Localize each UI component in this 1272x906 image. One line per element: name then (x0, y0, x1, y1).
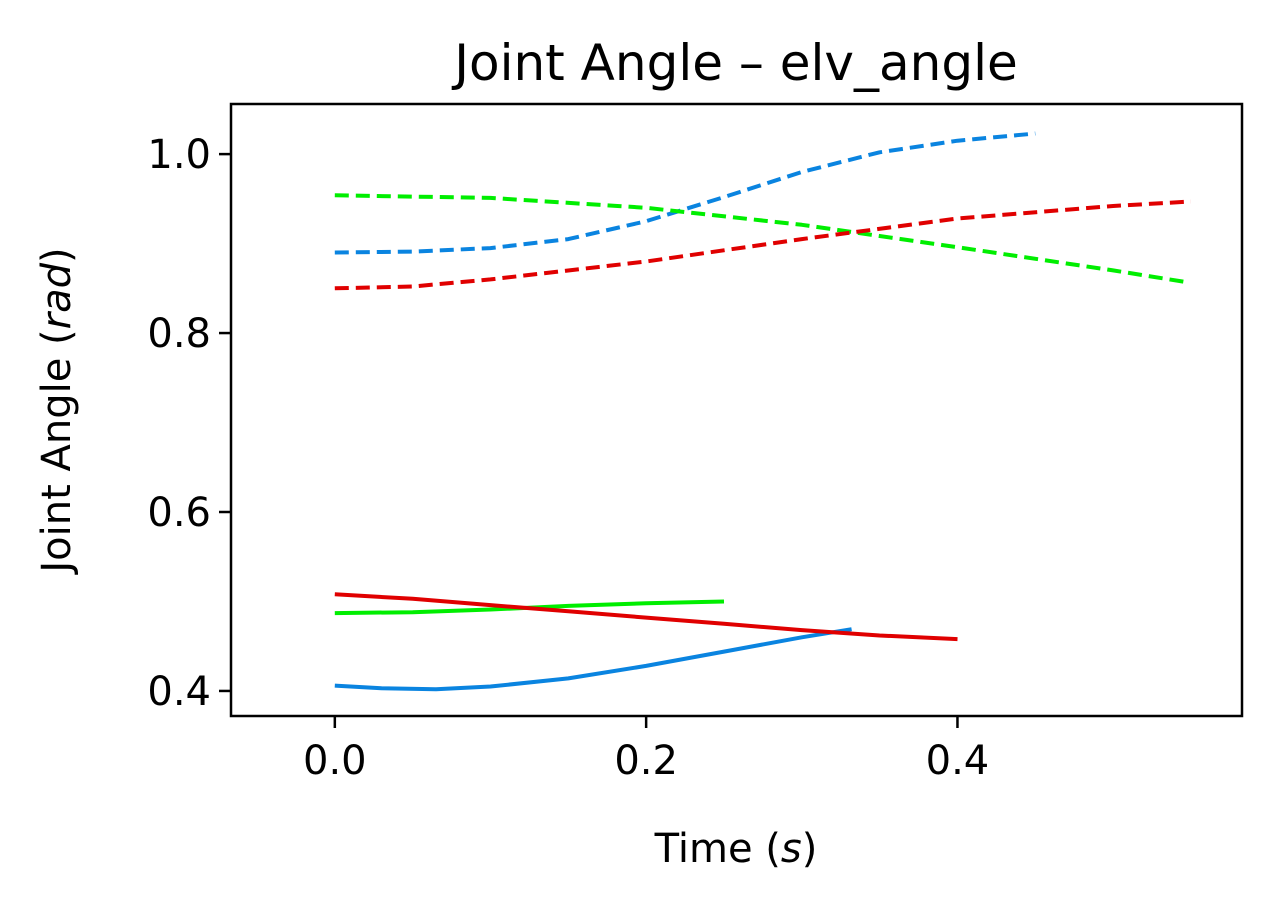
x-tick-label: 0.0 (303, 738, 367, 784)
series-line-1-dashed (334, 193, 1187, 285)
y-axis-label-prefix: Joint Angle ( (34, 329, 80, 575)
x-axis-label-unit: s (781, 826, 802, 872)
x-tick-label: 0.4 (926, 738, 990, 784)
x-axis-label: Time (s) (654, 826, 818, 872)
plot-frame (229, 102, 1244, 718)
y-tick-label: 0.4 (147, 669, 211, 715)
series-line-0-dashed (334, 131, 1036, 255)
series-line-2-dashed (334, 199, 1192, 291)
x-axis-label-prefix: Time ( (654, 826, 781, 872)
y-axis-label-suffix: ) (34, 247, 80, 263)
y-ticks: 0.4 0.6 0.8 1.0 (147, 132, 231, 715)
y-axis-label: Joint Angle (rad) (34, 247, 80, 575)
chart-title: Joint Angle – elv_angle (451, 34, 1017, 92)
x-ticks: 0.0 0.2 0.4 (303, 716, 989, 784)
x-tick-label: 0.2 (614, 738, 678, 784)
y-tick-label: 1.0 (147, 132, 211, 178)
series-line-3-solid (334, 627, 852, 692)
series-group (334, 131, 1192, 692)
series-line-5-solid (334, 592, 958, 642)
y-tick-label: 0.8 (147, 311, 211, 357)
x-axis-label-suffix: ) (802, 826, 818, 872)
y-axis-label-unit: rad (34, 262, 80, 329)
y-tick-label: 0.6 (147, 490, 211, 536)
